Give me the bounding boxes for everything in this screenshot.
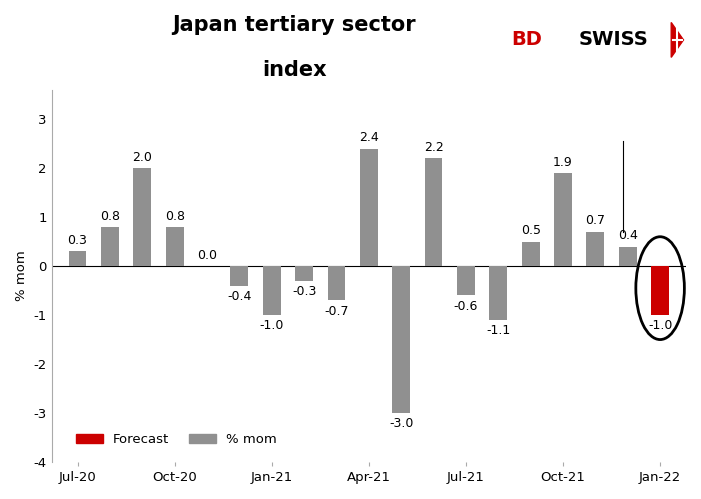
Text: 0.3: 0.3: [67, 234, 88, 247]
Text: 0.8: 0.8: [165, 210, 184, 223]
Bar: [587, 232, 604, 266]
Bar: [101, 227, 119, 266]
Bar: [393, 266, 410, 413]
Y-axis label: % mom: % mom: [15, 250, 28, 301]
Bar: [231, 266, 248, 286]
Text: Japan tertiary sector: Japan tertiary sector: [172, 15, 416, 35]
Text: 0.4: 0.4: [618, 229, 638, 242]
Polygon shape: [672, 22, 683, 57]
Text: 2.0: 2.0: [132, 151, 152, 164]
Text: -0.3: -0.3: [292, 285, 316, 298]
Text: 0.8: 0.8: [100, 210, 120, 223]
Bar: [619, 247, 637, 266]
Bar: [295, 266, 313, 281]
Legend: Forecast, % mom: Forecast, % mom: [71, 428, 283, 452]
Bar: [489, 266, 508, 320]
Text: -0.6: -0.6: [454, 300, 478, 313]
Bar: [457, 266, 475, 295]
Text: 1.9: 1.9: [553, 156, 573, 169]
Text: -3.0: -3.0: [389, 418, 414, 431]
Text: BD: BD: [512, 30, 543, 49]
Bar: [327, 266, 346, 300]
Bar: [522, 242, 540, 266]
Text: 0.0: 0.0: [197, 249, 217, 261]
Text: -1.1: -1.1: [486, 324, 510, 337]
Text: 0.7: 0.7: [585, 215, 606, 228]
Bar: [165, 227, 184, 266]
Bar: [425, 158, 442, 266]
Text: SWISS: SWISS: [578, 30, 648, 49]
Text: index: index: [262, 60, 327, 80]
Bar: [263, 266, 280, 315]
Text: 2.4: 2.4: [359, 131, 379, 144]
Text: 2.2: 2.2: [423, 141, 444, 154]
Bar: [69, 251, 86, 266]
Text: -1.0: -1.0: [648, 319, 672, 332]
Bar: [651, 266, 669, 315]
Text: 0.5: 0.5: [521, 224, 540, 237]
Bar: [554, 173, 572, 266]
Text: -0.7: -0.7: [325, 305, 348, 318]
Text: -0.4: -0.4: [227, 290, 252, 303]
Text: -1.0: -1.0: [259, 319, 284, 332]
Bar: [133, 168, 151, 266]
Bar: [360, 149, 378, 266]
